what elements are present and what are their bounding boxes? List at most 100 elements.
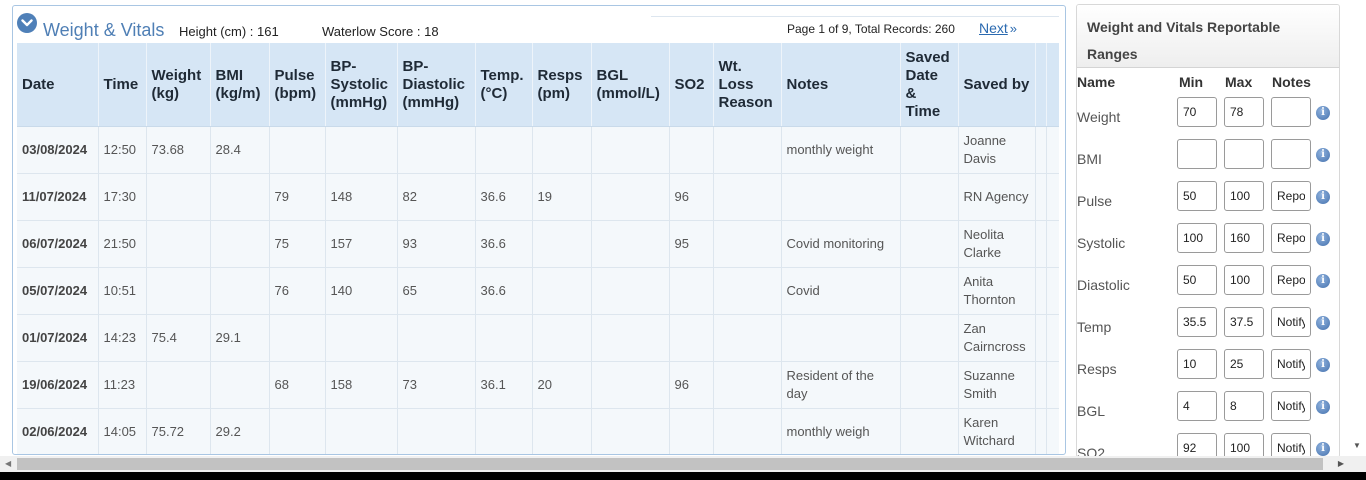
table-cell: 96 — [669, 361, 714, 409]
table-cell: 93 — [397, 220, 476, 268]
table-cell — [325, 408, 398, 454]
table-cell: 11:23 — [98, 361, 147, 409]
table-cell — [900, 220, 959, 268]
range-max-input[interactable] — [1224, 265, 1264, 295]
range-min-input[interactable] — [1177, 391, 1217, 421]
table-cell: 06/07/2024 — [17, 220, 99, 268]
range-min-input[interactable] — [1177, 433, 1217, 457]
range-notes-input[interactable] — [1271, 307, 1311, 337]
table-cell: 17:30 — [98, 173, 147, 221]
range-min-input[interactable] — [1177, 139, 1217, 169]
range-max-input[interactable] — [1224, 97, 1264, 127]
table-cell — [269, 408, 326, 454]
range-max-input[interactable] — [1224, 433, 1264, 457]
column-header-spacer — [1046, 43, 1059, 127]
next-page-link[interactable]: Next» — [979, 20, 1017, 36]
table-row[interactable]: 11/07/2024 17:30 79 148 82 36.6 19 96 RN Agency — [17, 173, 1059, 221]
range-min-input[interactable] — [1177, 223, 1217, 253]
range-name: BMI — [1077, 151, 1102, 167]
range-notes-input[interactable] — [1271, 223, 1311, 253]
range-row: Weight i — [1077, 97, 1339, 139]
range-min-input[interactable] — [1177, 265, 1217, 295]
column-header-spacer — [1035, 43, 1047, 127]
table-cell — [900, 126, 959, 174]
range-max-input[interactable] — [1224, 223, 1264, 253]
info-icon[interactable]: i — [1316, 232, 1330, 246]
info-icon[interactable]: i — [1316, 316, 1330, 330]
horizontal-scrollbar[interactable]: ◀ ▶ — [0, 456, 1366, 472]
range-notes-input[interactable] — [1271, 349, 1311, 379]
scroll-down-arrow-icon[interactable]: ▼ — [1353, 441, 1361, 450]
collapse-toggle-button[interactable] — [17, 13, 37, 33]
table-cell: Joanne Davis — [958, 126, 1036, 174]
scroll-left-arrow-icon[interactable]: ◀ — [5, 459, 12, 468]
double-chevron-right-icon: » — [1009, 21, 1018, 36]
table-cell: 36.6 — [475, 173, 533, 221]
info-icon[interactable]: i — [1316, 400, 1330, 414]
range-row: SO2 i — [1077, 433, 1339, 457]
column-header: Time — [98, 43, 147, 127]
table-cell: Karen Witchard — [958, 408, 1036, 454]
table-cell: 79 — [269, 173, 326, 221]
column-header: BP-Systolic (mmHg) — [325, 43, 398, 127]
range-notes-input[interactable] — [1271, 433, 1311, 457]
col-header-name: Name — [1077, 74, 1116, 90]
ranges-header: Weight and Vitals Reportable Ranges — [1077, 5, 1339, 68]
table-cell — [475, 408, 533, 454]
info-icon[interactable]: i — [1316, 358, 1330, 372]
table-row[interactable]: 06/07/2024 21:50 75 157 93 36.6 95 Covid monito… — [17, 220, 1059, 268]
column-header: Wt. Loss Reason — [713, 43, 782, 127]
table-cell: Zan Cairncross — [958, 314, 1036, 362]
range-min-input[interactable] — [1177, 307, 1217, 337]
table-cell: 68 — [269, 361, 326, 409]
range-min-input[interactable] — [1177, 97, 1217, 127]
table-cell — [591, 267, 670, 315]
table-cell — [269, 314, 326, 362]
scrollbar-thumb[interactable] — [17, 458, 1323, 470]
vitals-table-container[interactable]: Date Time Weight (kg) BMI (kg/m) Pulse (bpm)… — [17, 43, 1059, 454]
table-cell: 19/06/2024 — [17, 361, 99, 409]
range-max-input[interactable] — [1224, 181, 1264, 211]
range-notes-input[interactable] — [1271, 391, 1311, 421]
table-cell — [210, 220, 270, 268]
info-icon[interactable]: i — [1316, 442, 1330, 456]
range-name: Temp — [1077, 319, 1112, 335]
table-row[interactable]: 05/07/2024 10:51 76 140 65 36.6 Covid Anita Tho… — [17, 267, 1059, 315]
table-cell — [146, 267, 211, 315]
range-min-input[interactable] — [1177, 349, 1217, 379]
table-cell — [900, 267, 959, 315]
info-icon[interactable]: i — [1316, 274, 1330, 288]
table-row[interactable]: 19/06/2024 11:23 68 158 73 36.1 20 96 Resident o… — [17, 361, 1059, 409]
column-header: Temp. (°C) — [475, 43, 533, 127]
table-cell-spacer — [1035, 220, 1047, 268]
table-cell: 20 — [532, 361, 592, 409]
range-notes-input[interactable] — [1271, 265, 1311, 295]
info-icon[interactable]: i — [1316, 106, 1330, 120]
scroll-right-arrow-icon[interactable]: ▶ — [1337, 459, 1344, 468]
range-max-input[interactable] — [1224, 307, 1264, 337]
table-cell — [781, 173, 901, 221]
info-icon[interactable]: i — [1316, 148, 1330, 162]
table-cell: monthly weigh — [781, 408, 901, 454]
info-icon[interactable]: i — [1316, 190, 1330, 204]
range-min-input[interactable] — [1177, 181, 1217, 211]
range-max-input[interactable] — [1224, 391, 1264, 421]
range-max-input[interactable] — [1224, 139, 1264, 169]
table-cell — [397, 408, 476, 454]
table-cell — [669, 126, 714, 174]
range-notes-input[interactable] — [1271, 139, 1311, 169]
table-cell: 75 — [269, 220, 326, 268]
table-row[interactable]: 01/07/2024 14:23 75.4 29.1 Zan Cairncross — [17, 314, 1059, 362]
column-header: BP-Diastolic (mmHg) — [397, 43, 476, 127]
table-cell: 75.4 — [146, 314, 211, 362]
range-name: Pulse — [1077, 193, 1113, 209]
table-cell-spacer — [1035, 173, 1047, 221]
range-max-input[interactable] — [1224, 349, 1264, 379]
table-row[interactable]: 03/08/2024 12:50 73.68 28.4 monthly weight Jo… — [17, 126, 1059, 174]
range-row: Pulse i — [1077, 181, 1339, 223]
range-notes-input[interactable] — [1271, 97, 1311, 127]
range-notes-input[interactable] — [1271, 181, 1311, 211]
vertical-scrollbar[interactable]: ▼ — [1350, 0, 1366, 456]
table-cell: 65 — [397, 267, 476, 315]
table-row[interactable]: 02/06/2024 14:05 75.72 29.2 monthly weigh Kar… — [17, 408, 1059, 454]
